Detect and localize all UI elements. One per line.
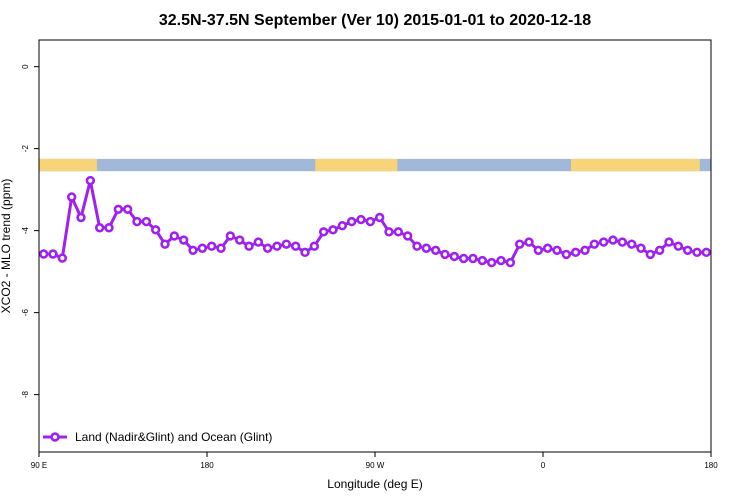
data-point bbox=[608, 235, 618, 245]
data-point bbox=[225, 231, 236, 241]
y-tick-label: -4 bbox=[21, 227, 30, 235]
data-point bbox=[496, 255, 506, 266]
data-point bbox=[533, 245, 544, 256]
data-point bbox=[664, 237, 674, 247]
x-tick-label: 180 bbox=[704, 461, 718, 470]
data-point bbox=[337, 221, 348, 231]
data-point bbox=[206, 241, 217, 251]
data-point bbox=[38, 249, 49, 259]
data-point bbox=[626, 239, 637, 249]
data-point bbox=[542, 243, 553, 253]
data-point bbox=[580, 245, 590, 256]
data-point bbox=[636, 243, 646, 253]
y-axis: 0 -2 -4 -6 -8 bbox=[21, 64, 39, 398]
land-ocean-band bbox=[39, 158, 711, 172]
data-point bbox=[421, 243, 432, 253]
y-axis-label: XCO2 - MLO trend (ppm) bbox=[0, 179, 13, 314]
land-segment bbox=[315, 158, 398, 172]
y-tick-label: -6 bbox=[21, 309, 30, 317]
x-tick-label: 90 E bbox=[31, 461, 47, 470]
data-point bbox=[505, 257, 516, 268]
data-point bbox=[589, 239, 600, 249]
data-point bbox=[188, 245, 198, 256]
data-point bbox=[393, 227, 404, 237]
data-point bbox=[645, 249, 656, 260]
data-point bbox=[197, 243, 208, 253]
data-point bbox=[122, 204, 133, 215]
data-point bbox=[346, 216, 357, 227]
data-point bbox=[178, 235, 189, 245]
data-point bbox=[682, 245, 693, 256]
series-layer bbox=[38, 175, 712, 268]
data-point bbox=[150, 225, 161, 235]
data-point bbox=[552, 245, 562, 256]
data-point bbox=[468, 253, 478, 264]
x-tick-label: 180 bbox=[200, 461, 214, 470]
data-point bbox=[94, 223, 105, 233]
data-point bbox=[132, 216, 142, 227]
land-segment bbox=[39, 158, 97, 172]
data-point bbox=[440, 249, 450, 260]
data-point bbox=[356, 214, 366, 225]
data-point bbox=[216, 243, 226, 253]
legend-marker bbox=[50, 432, 60, 442]
data-point bbox=[673, 241, 684, 251]
data-point bbox=[66, 192, 77, 202]
x-axis-label: Longitude (deg E) bbox=[327, 477, 422, 491]
x-tick-label: 0 bbox=[541, 461, 546, 470]
data-point bbox=[692, 247, 702, 258]
data-point bbox=[524, 237, 534, 247]
data-point bbox=[477, 255, 488, 266]
data-point bbox=[412, 241, 422, 251]
data-point bbox=[430, 245, 441, 256]
y-tick-label: -2 bbox=[21, 145, 30, 153]
data-point bbox=[85, 175, 96, 186]
data-point bbox=[374, 212, 385, 223]
data-point bbox=[160, 239, 170, 249]
data-point bbox=[458, 253, 469, 264]
data-point bbox=[384, 227, 394, 237]
data-point bbox=[57, 253, 68, 263]
data-point bbox=[561, 249, 572, 260]
data-point bbox=[244, 241, 254, 251]
data-point bbox=[654, 245, 665, 256]
data-point bbox=[318, 227, 329, 237]
data-point bbox=[76, 212, 86, 223]
data-point bbox=[570, 247, 581, 258]
x-tick-label: 90 W bbox=[366, 461, 385, 470]
data-point bbox=[514, 239, 525, 249]
y-tick-label: 0 bbox=[21, 64, 30, 69]
data-point bbox=[281, 239, 292, 249]
plot-frame bbox=[38, 39, 712, 453]
legend: Land (Nadir&Glint) and Ocean (Glint) bbox=[43, 430, 272, 444]
data-point bbox=[701, 247, 712, 258]
data-point bbox=[309, 241, 320, 251]
data-point bbox=[365, 216, 376, 227]
x-axis: 90 E 180 90 W 0 180 bbox=[31, 452, 718, 470]
y-tick-label: -8 bbox=[21, 391, 30, 399]
legend-label: Land (Nadir&Glint) and Ocean (Glint) bbox=[75, 430, 272, 444]
data-point bbox=[486, 257, 497, 268]
data-point bbox=[169, 231, 180, 241]
data-point bbox=[598, 237, 609, 247]
data-point bbox=[272, 241, 282, 251]
data-point bbox=[328, 225, 338, 235]
data-point bbox=[104, 223, 114, 233]
data-point bbox=[113, 204, 124, 215]
data-point bbox=[402, 231, 413, 241]
data-point bbox=[300, 247, 310, 258]
data-point bbox=[290, 241, 301, 251]
data-point bbox=[141, 216, 152, 227]
chart-title: 32.5N-37.5N September (Ver 10) 2015-01-0… bbox=[159, 12, 591, 29]
data-point bbox=[617, 237, 628, 247]
data-point bbox=[48, 249, 58, 259]
data-point bbox=[253, 237, 264, 247]
data-point bbox=[262, 243, 273, 253]
data-point bbox=[449, 251, 460, 262]
data-point bbox=[234, 235, 245, 245]
land-segment bbox=[571, 158, 700, 172]
